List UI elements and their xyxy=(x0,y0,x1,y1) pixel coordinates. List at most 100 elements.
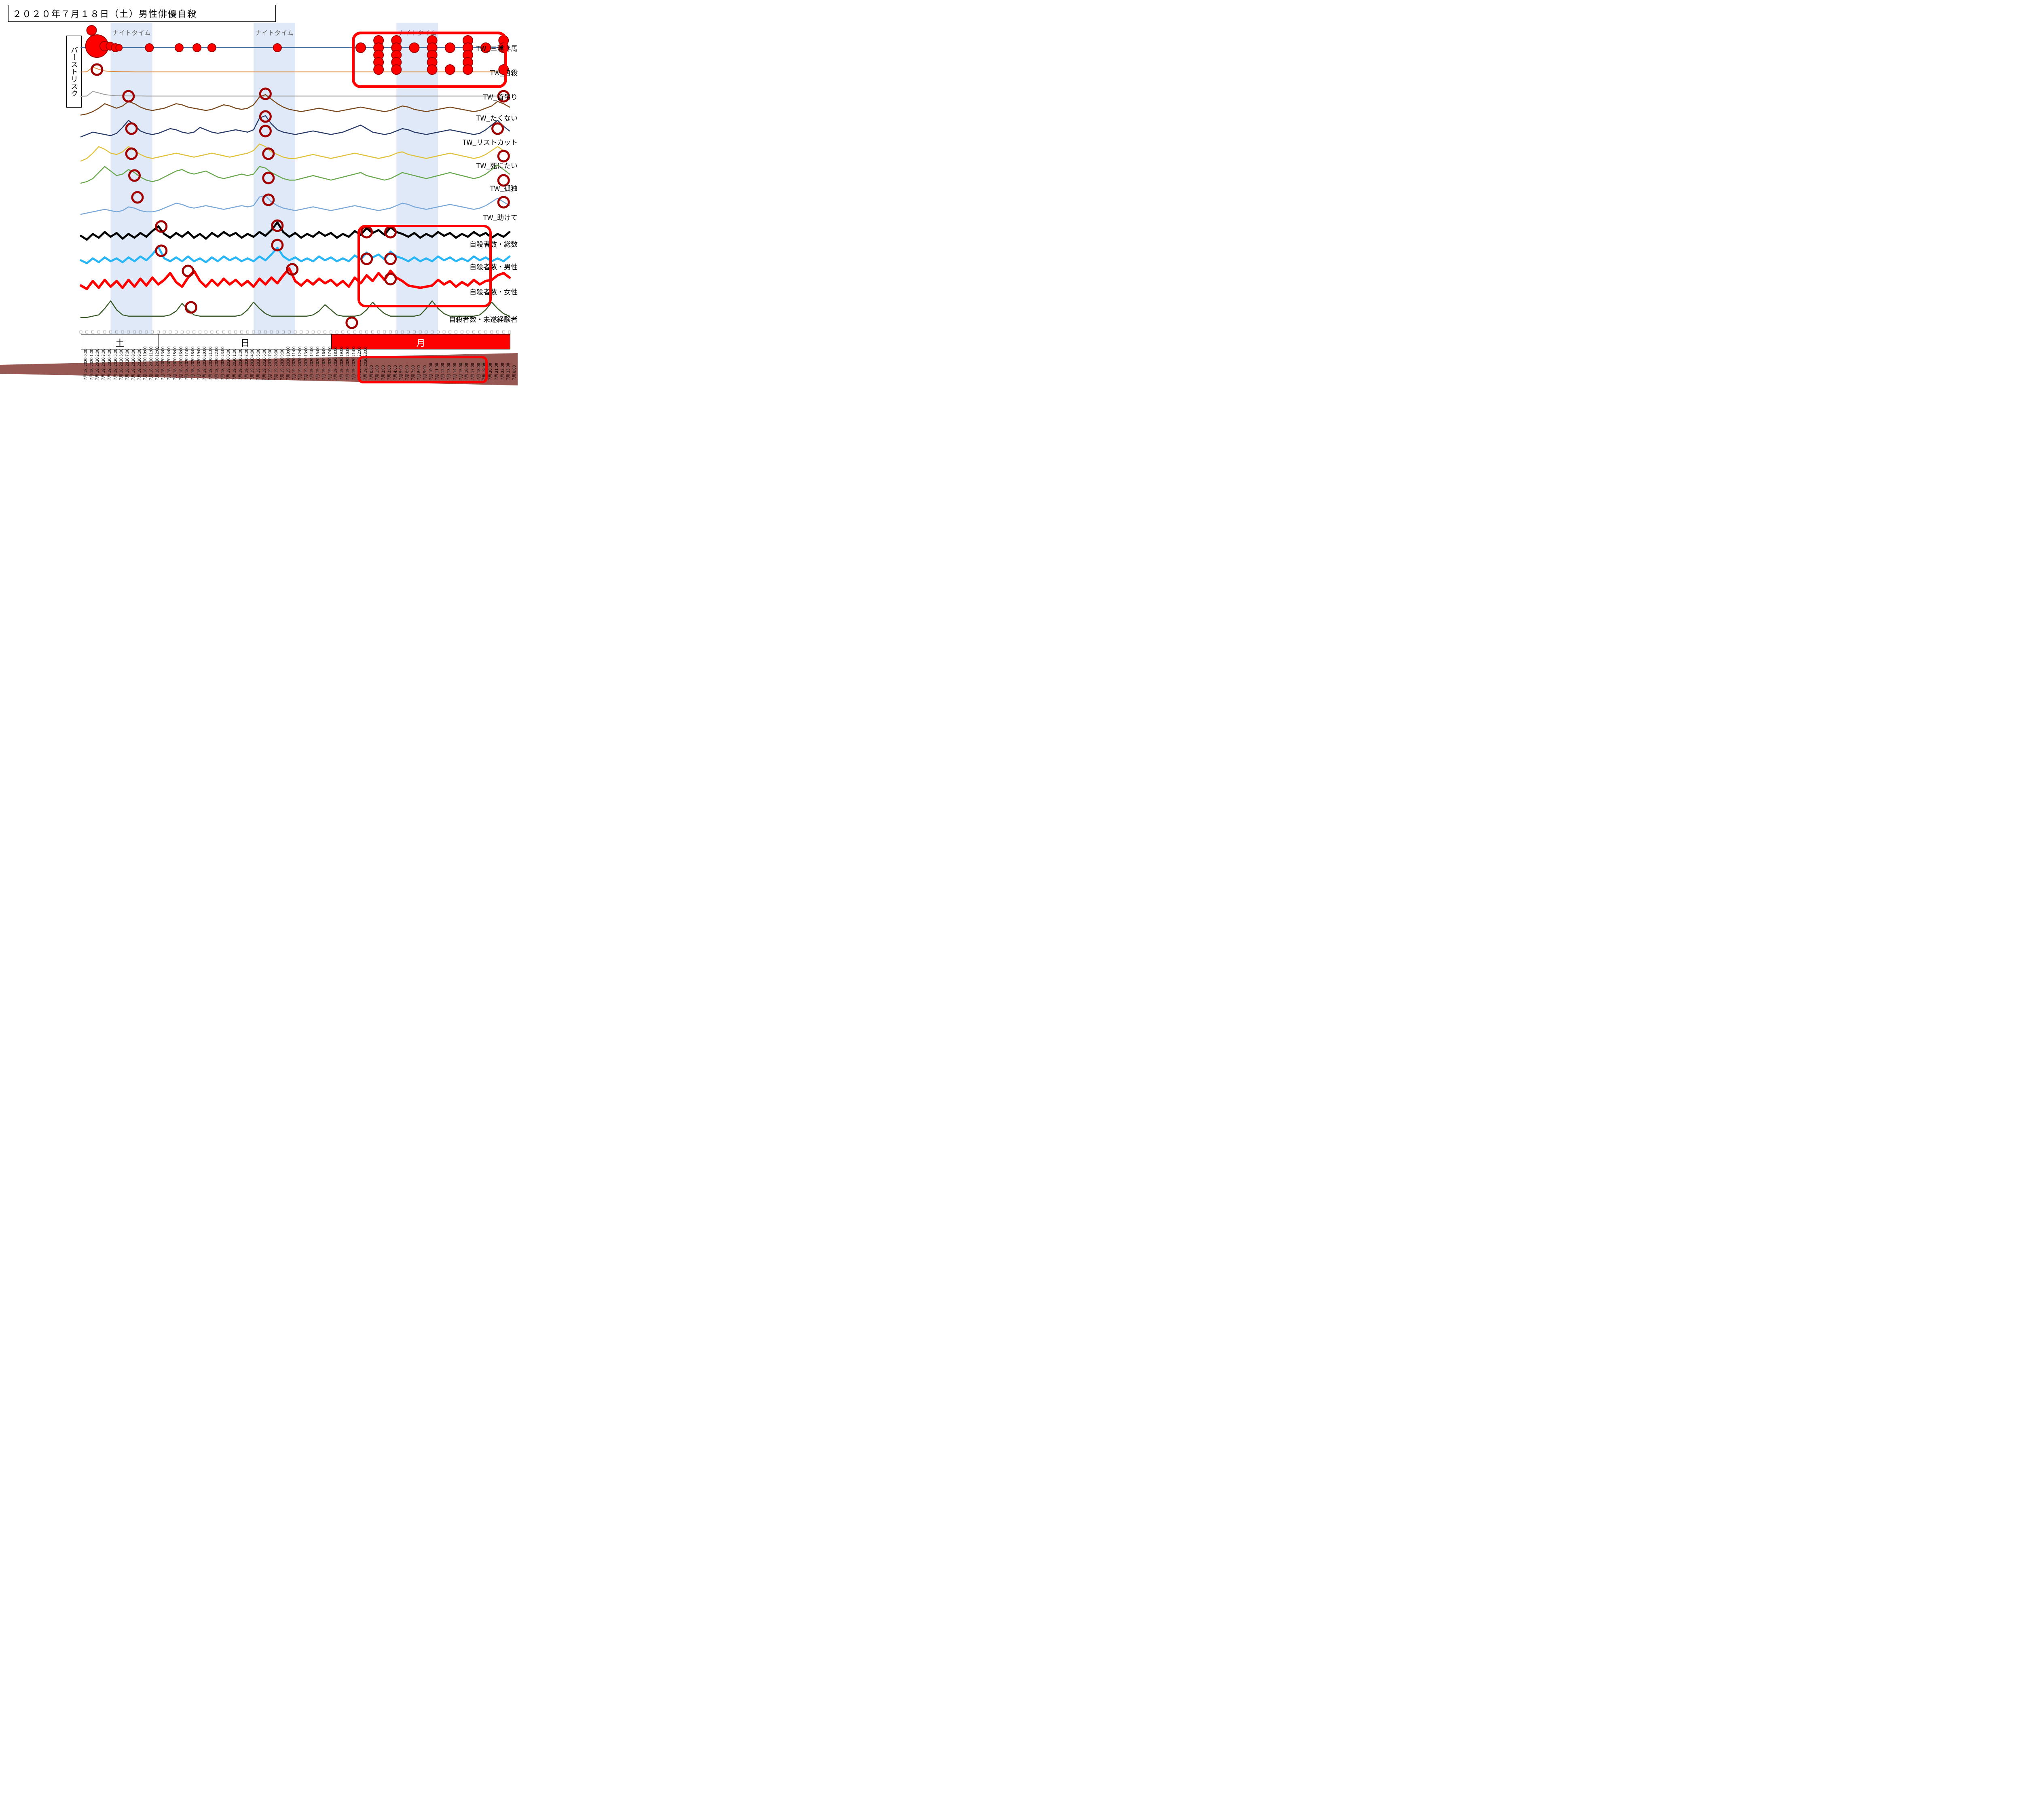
x-tick: 7月 19, 2020 0:00 xyxy=(225,349,231,380)
x-tick: 7月 19, 2020 5:00 xyxy=(255,349,261,380)
grid-dot xyxy=(374,65,383,74)
row-label-tw_jisatsu: TW_自殺 xyxy=(441,67,518,77)
spike-marker xyxy=(385,274,396,284)
x-tick: 7月 18, 2020 16:00 xyxy=(178,347,184,380)
x-tick: 7月 18, 2020 2:00 xyxy=(94,349,100,380)
x-tick: 7月 0:00 xyxy=(511,365,517,380)
x-tick: 7月 9:00 xyxy=(421,365,427,380)
spike-marker xyxy=(493,123,503,134)
night-label: ナイトタイム xyxy=(255,28,294,37)
burst-dot xyxy=(87,25,97,35)
x-tick: 7月 1:00 xyxy=(374,365,380,380)
grid-dot xyxy=(356,43,366,53)
x-tick: 7月 2:00 xyxy=(380,365,386,380)
x-tick: 7月 23:00 xyxy=(505,363,511,380)
x-tick: 7月 18, 2020 17:00 xyxy=(183,347,189,380)
row-label-tw_miura: TW_三浦春馬 xyxy=(441,43,518,53)
x-tick: 7月 13:00 xyxy=(445,363,451,380)
x-tick: 7月 19, 2020 22:00 xyxy=(356,347,362,380)
x-tick: 7月 19, 2020 20:00 xyxy=(344,347,350,380)
x-tick: 7月 19, 2020 11:00 xyxy=(290,347,296,380)
x-tick: 7月 19, 2020 2:00 xyxy=(237,349,243,380)
x-tick: 7月 17:00 xyxy=(469,363,475,380)
x-tick: 7月 19, 2020 12:00 xyxy=(296,347,302,380)
x-tick: 7月 18, 2020 0:00 xyxy=(82,349,88,380)
row-label-tw_kodoku: TW_孤独 xyxy=(441,183,518,193)
x-tick: 7月 3:00 xyxy=(386,365,392,380)
x-tick: 7月 19, 2020 21:00 xyxy=(350,347,356,380)
x-tick: 7月 18, 2020 3:00 xyxy=(100,349,106,380)
x-tick: 7月 19, 2020 18:00 xyxy=(332,347,338,380)
x-tick: 7月 18, 2020 22:00 xyxy=(213,347,219,380)
spike-marker xyxy=(385,254,396,264)
x-tick: 7月 5:00 xyxy=(398,365,404,380)
burst-dot xyxy=(273,44,281,52)
x-tick: 7月 19, 2020 1:00 xyxy=(231,349,237,380)
row-label-n_attempt: 自殺者数・未遂経験者 xyxy=(441,314,518,324)
spike-marker xyxy=(183,266,193,276)
x-tick: 7月 0:00 xyxy=(368,365,374,380)
x-tick: 7月 18, 2020 23:00 xyxy=(219,347,225,380)
x-tick: 7月 18, 2020 12:00 xyxy=(154,347,160,380)
night-label: ナイトタイム xyxy=(398,28,437,37)
x-tick: 7月 19, 2020 15:00 xyxy=(314,347,320,380)
x-tick: 7月 16:00 xyxy=(463,363,469,380)
burst-dot xyxy=(116,44,122,51)
grid-dot xyxy=(391,65,401,74)
x-tick: 7月 18, 2020 4:00 xyxy=(106,349,112,380)
x-tick: 7月 21:00 xyxy=(493,363,499,380)
x-tick: 7月 18, 2020 11:00 xyxy=(148,347,154,380)
x-tick: 7月 19, 2020 16:00 xyxy=(320,347,326,380)
x-tick: 7月 8:00 xyxy=(415,365,421,380)
x-tick: 7月 19, 2020 7:00 xyxy=(266,349,273,380)
chart-root: ２０２０年７月１８日（土）男性俳優自殺 バーストリスク ナイトタイムナイトタイム… xyxy=(0,0,518,388)
x-tick: 7月 19, 2020 6:00 xyxy=(261,349,267,380)
x-tick: 7月 19, 2020 8:00 xyxy=(273,349,279,380)
x-tick: 7月 18, 2020 13:00 xyxy=(159,347,165,380)
x-tick: 7月 15:00 xyxy=(457,363,463,380)
row-label-tw_taku: TW_たくない xyxy=(441,112,518,123)
x-tick: 7月 19, 2020 19:00 xyxy=(338,347,344,380)
x-tick: 7月 18, 2020 1:00 xyxy=(88,349,94,380)
x-tick: 7月 18, 2020 6:00 xyxy=(118,349,124,380)
row-label-tw_wrist: TW_リストカット xyxy=(441,137,518,147)
spike-marker xyxy=(186,302,196,313)
x-tick: 7月 18, 2020 9:00 xyxy=(136,349,142,380)
grid-dot xyxy=(409,43,419,53)
burst-dot xyxy=(145,44,153,52)
x-tick: 7月 19:00 xyxy=(481,363,487,380)
x-tick: 7月 19, 2020 13:00 xyxy=(302,347,309,380)
spike-marker xyxy=(347,317,357,328)
x-tick: 7月 19, 2020 23:00 xyxy=(362,347,368,380)
x-tick: 7月 18, 2020 19:00 xyxy=(195,347,201,380)
x-tick: 7月 18, 2020 5:00 xyxy=(112,349,118,380)
grid-dot xyxy=(427,65,437,74)
x-tick: 7月 19, 2020 3:00 xyxy=(243,349,249,380)
row-label-tw_shini: TW_死にたい xyxy=(441,160,518,170)
x-tick: 7月 10:00 xyxy=(427,363,434,380)
x-tick: 7月 18, 2020 15:00 xyxy=(171,347,178,380)
x-tick: 7月 18, 2020 7:00 xyxy=(124,349,130,380)
x-tick: 7月 11:00 xyxy=(434,363,440,380)
x-tick: 7月 20:00 xyxy=(487,363,493,380)
x-tick: 7月 19, 2020 4:00 xyxy=(249,349,255,380)
x-tick: 7月 18:00 xyxy=(475,363,481,380)
x-tick: 7月 14:00 xyxy=(451,363,457,380)
row-label-n_female: 自殺者数・女性 xyxy=(441,286,518,296)
x-tick: 7月 19, 2020 10:00 xyxy=(285,347,291,380)
x-tick: 7月 6:00 xyxy=(404,365,410,380)
x-tick: 7月 18, 2020 14:00 xyxy=(165,347,171,380)
spike-marker xyxy=(362,254,372,264)
x-tick: 7月 12:00 xyxy=(439,363,445,380)
burst-dot xyxy=(175,44,183,52)
row-label-tw_kubi: TW_首吊り xyxy=(441,91,518,102)
x-tick: 7月 22:00 xyxy=(499,363,505,380)
x-tick: 7月 18, 2020 10:00 xyxy=(142,347,148,380)
x-tick: 7月 18, 2020 18:00 xyxy=(189,347,195,380)
night-label: ナイトタイム xyxy=(112,28,151,37)
x-tick: 7月 19, 2020 9:00 xyxy=(279,349,285,380)
x-tick: 7月 18, 2020 8:00 xyxy=(130,349,136,380)
x-tick: 7月 7:00 xyxy=(410,365,416,380)
x-tick: 7月 4:00 xyxy=(392,365,398,380)
burst-dot xyxy=(208,44,216,52)
